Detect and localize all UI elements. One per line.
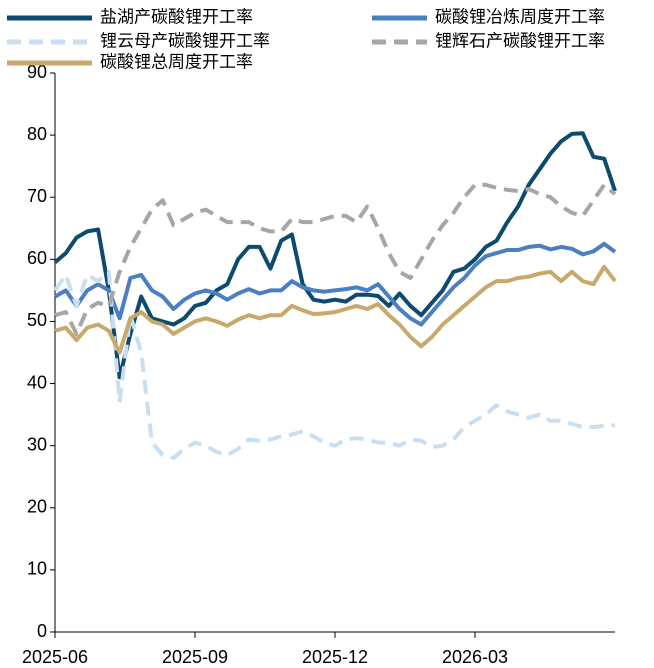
y-tick-label: 30 (27, 434, 47, 454)
y-tick-label: 0 (37, 621, 47, 641)
y-tick-label: 50 (27, 310, 47, 330)
series-line (53, 269, 616, 461)
legend-label: 碳酸锂冶炼周度开工率 (435, 7, 605, 26)
series-line (54, 264, 617, 355)
series-line (54, 241, 617, 327)
x-tick-label: 2025-06 (22, 647, 88, 667)
y-tick-label: 80 (27, 124, 47, 144)
y-tick-label: 70 (27, 186, 47, 206)
x-tick-label: 2025-09 (162, 647, 228, 667)
legend-label: 碳酸锂总周度开工率 (100, 52, 253, 71)
x-tick-label: 2026-03 (442, 647, 508, 667)
legend-label: 盐湖产碳酸锂开工率 (100, 7, 253, 26)
x-tick-label: 2025-12 (302, 647, 368, 667)
legend-label: 锂辉石产碳酸锂开工率 (435, 31, 605, 50)
y-tick-label: 60 (27, 248, 47, 268)
y-tick-label: 40 (27, 372, 47, 392)
y-tick-label: 90 (27, 62, 47, 82)
y-tick-label: 10 (27, 559, 47, 579)
series-line (53, 131, 617, 380)
series-line (54, 182, 617, 336)
y-tick-label: 20 (27, 497, 47, 517)
legend-label: 锂云母产碳酸锂开工率 (100, 31, 270, 50)
